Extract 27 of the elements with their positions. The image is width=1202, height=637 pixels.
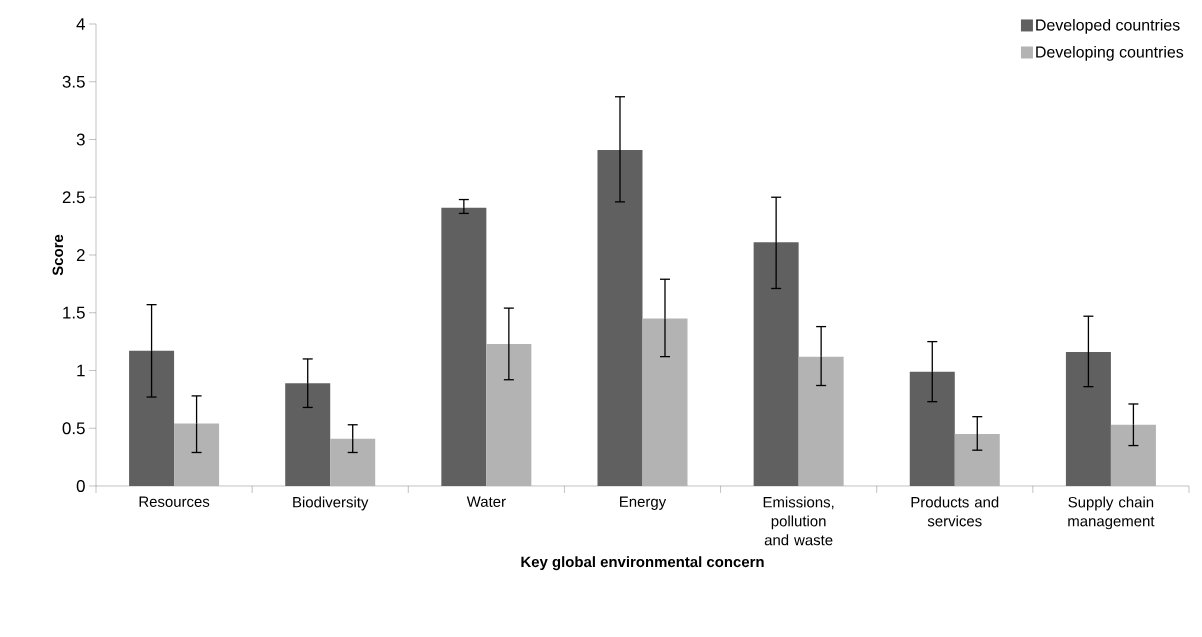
bar — [486, 343, 532, 486]
y-tick-label: 0 — [76, 479, 85, 492]
bar — [798, 356, 844, 486]
y-tick-label: 3 — [76, 133, 85, 146]
y-tick-label: 2.5 — [62, 191, 85, 204]
x-tick-label: Energy — [620, 496, 667, 510]
y-tick-label: 2 — [76, 249, 85, 261]
y-tick-label: 0.5 — [62, 422, 85, 435]
x-tick-label: Emissions, pollution and waste — [763, 496, 834, 546]
y-axis-title: Score — [52, 234, 64, 276]
y-tick-label: 1.5 — [63, 306, 85, 319]
x-tick-label: Water — [466, 496, 506, 507]
bar — [1110, 424, 1156, 486]
x-axis-title: Key global environmental concern — [521, 556, 764, 571]
x-tick-label: Resources — [139, 496, 210, 507]
y-tick-label: 1 — [77, 364, 85, 377]
bar — [330, 438, 376, 486]
x-tick-label: Biodiversity — [293, 496, 369, 511]
y-tick-label: 3.5 — [62, 75, 85, 88]
bar — [954, 434, 1000, 486]
legend-label: Developed countries — [1036, 18, 1180, 34]
bar — [642, 318, 688, 486]
x-tick-label: Products and services — [911, 496, 999, 527]
x-tick-label: Supply chain management — [1068, 496, 1155, 530]
bar — [174, 423, 220, 486]
y-tick-label: 4 — [76, 18, 85, 30]
legend-label: Developing countries — [1036, 45, 1184, 61]
